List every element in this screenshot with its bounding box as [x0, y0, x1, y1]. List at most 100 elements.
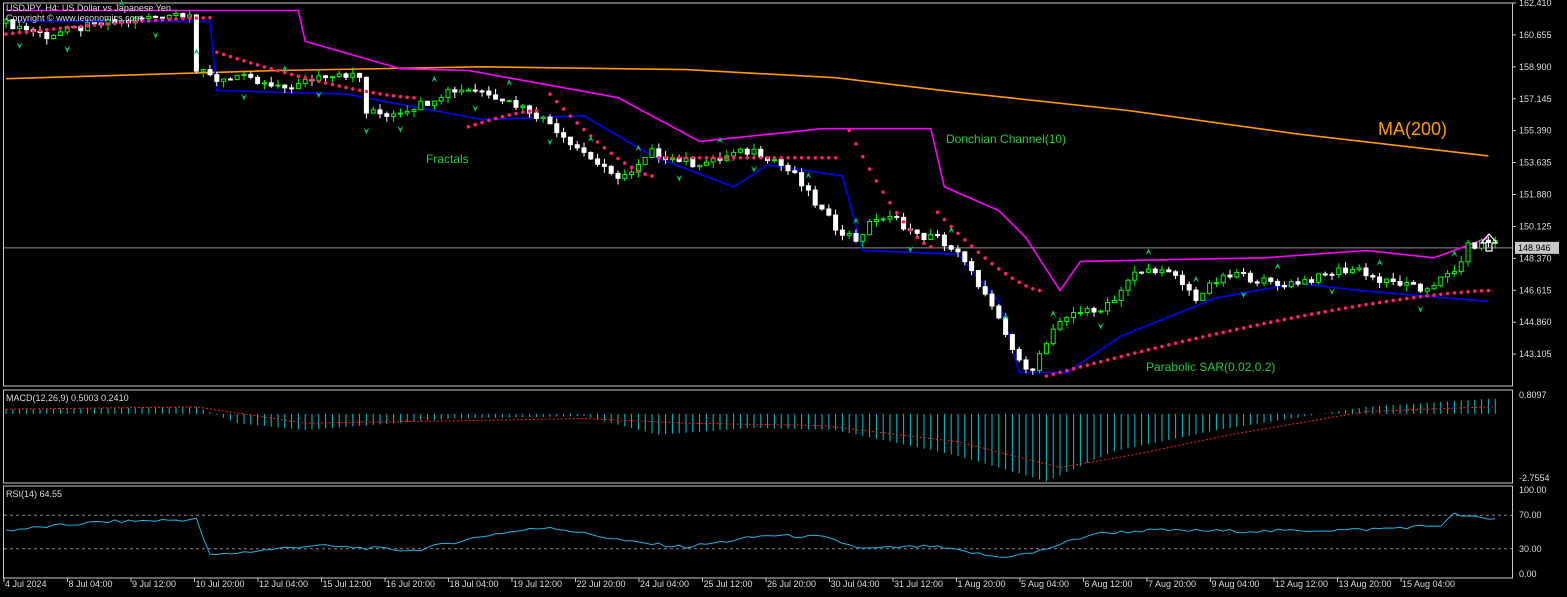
candle-body	[853, 232, 859, 242]
candle-body	[1281, 284, 1287, 288]
sar-dot	[1214, 332, 1219, 336]
time-tick-label: 12 Jul 04:00	[259, 579, 308, 589]
sar-dot	[799, 155, 804, 160]
candle-body	[363, 76, 369, 114]
fractal-up-mark	[118, 0, 125, 7]
time-tick-label: 1 Aug 20:00	[958, 579, 1006, 589]
sar-dot	[1466, 289, 1470, 294]
candle-body	[948, 245, 954, 250]
sar-dot	[487, 118, 491, 123]
candle-body	[1030, 368, 1036, 371]
candle-body	[833, 214, 839, 231]
sar-dot	[4, 32, 8, 36]
price-tick-label: 153.635	[1519, 158, 1552, 168]
candle-body	[200, 69, 206, 72]
candle-body	[778, 159, 784, 166]
time-tick-label: 6 Aug 12:00	[1085, 579, 1133, 589]
candle-body	[962, 251, 968, 263]
candle-body	[1091, 307, 1097, 313]
chart-title: USDJPY, H4: US Dollar vs Japanese Yen	[6, 3, 171, 13]
ma200-annotation: MA(200)	[1378, 119, 1448, 139]
candle-body	[391, 113, 397, 117]
sar-dot	[283, 70, 287, 75]
candle-body	[1329, 273, 1335, 276]
candle-body	[255, 76, 261, 84]
candle-body	[941, 234, 947, 247]
sar-dot	[779, 155, 783, 160]
candle-body	[955, 248, 961, 253]
candle-body	[261, 82, 267, 85]
sar-dot	[1445, 291, 1450, 296]
sar-dot	[1452, 291, 1457, 295]
sar-dot	[657, 155, 661, 160]
candle-body	[622, 173, 628, 179]
sar-dot	[765, 155, 770, 160]
candle-body	[1336, 267, 1342, 276]
candle-body	[1404, 282, 1410, 286]
candle-body	[819, 204, 825, 210]
candle-body	[703, 161, 709, 166]
candle-body	[588, 151, 594, 160]
sar-dot	[908, 228, 913, 232]
sar-dot	[317, 79, 321, 84]
candles-layer	[3, 9, 1498, 375]
current-price-label: 148.946	[1518, 243, 1551, 253]
candle-body	[370, 109, 376, 114]
candle-body	[1145, 268, 1151, 273]
price-tick-label: 143.105	[1519, 349, 1552, 359]
sar-dot	[1459, 290, 1463, 295]
sar-dot	[215, 50, 219, 55]
candle-body	[1424, 288, 1430, 292]
candle-body	[1241, 272, 1247, 275]
candle-body	[1152, 268, 1158, 274]
sar-dot	[79, 24, 83, 29]
price-tick-label: 157.145	[1519, 94, 1552, 104]
sar-dot	[1058, 370, 1062, 375]
sar-dot	[983, 256, 987, 260]
candle-body	[1207, 282, 1213, 294]
candle-body	[193, 14, 199, 72]
candle-body	[1472, 242, 1478, 249]
chart-copyright: Copyright © www.ieconomics.com	[6, 13, 143, 23]
sar-dot	[1364, 302, 1368, 307]
candle-body	[1077, 312, 1083, 315]
candle-body	[431, 100, 437, 106]
sar-dot	[650, 174, 654, 178]
sar-dot	[412, 95, 416, 100]
candle-body	[1356, 267, 1362, 271]
time-tick-label: 25 Jul 12:00	[704, 579, 753, 589]
candle-body	[377, 109, 383, 115]
sar-dot	[1343, 306, 1348, 310]
candle-body	[357, 72, 363, 78]
sar-dot	[772, 155, 777, 160]
sar-dot	[1065, 368, 1069, 373]
candle-body	[799, 172, 805, 187]
current-price-tag	[1515, 241, 1559, 254]
sar-dot	[867, 167, 872, 171]
fractal-down-mark	[1417, 305, 1424, 313]
sar-dot	[140, 19, 144, 24]
candle-body	[3, 19, 9, 24]
candle-body	[1064, 317, 1070, 322]
candle-body	[1037, 353, 1043, 371]
time-tick-label: 7 Aug 20:00	[1148, 579, 1196, 589]
fractal-up-mark	[948, 226, 955, 234]
sar-dot	[106, 22, 110, 26]
fractal-down-mark	[16, 42, 23, 50]
candle-body	[248, 73, 254, 78]
sar-dot	[1282, 317, 1287, 322]
sar-annotation: Parabolic SAR(0.02,0.2)	[1146, 360, 1276, 374]
candle-body	[737, 148, 743, 153]
sar-dot	[786, 155, 790, 160]
rsi-tick-label: 0.00	[1519, 569, 1537, 579]
candle-body	[554, 123, 560, 134]
sar-dot	[1017, 280, 1021, 285]
candle-body	[411, 109, 417, 112]
fractal-up-mark	[506, 79, 513, 87]
sar-dot	[1391, 298, 1395, 303]
fractal-up-mark	[717, 136, 723, 144]
candle-body	[486, 90, 492, 96]
candle-body	[1417, 283, 1423, 292]
price-tick-label: 160.655	[1519, 30, 1552, 40]
sar-dot	[269, 67, 274, 71]
